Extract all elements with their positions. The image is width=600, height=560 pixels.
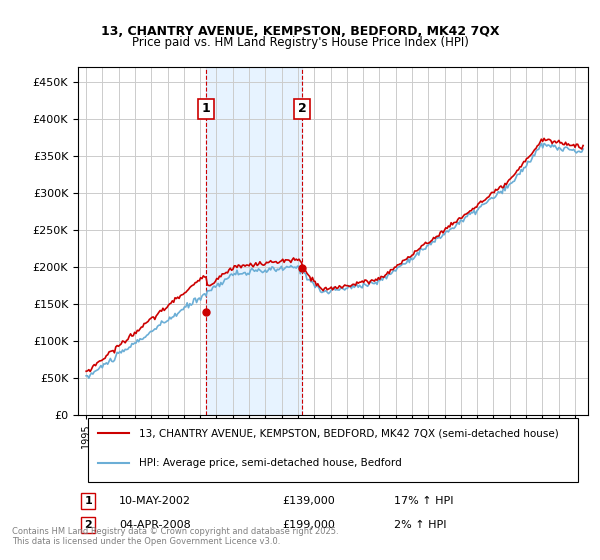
Text: Price paid vs. HM Land Registry's House Price Index (HPI): Price paid vs. HM Land Registry's House … [131,36,469,49]
Text: 2: 2 [298,102,307,115]
Text: 17% ↑ HPI: 17% ↑ HPI [394,496,454,506]
Text: 2% ↑ HPI: 2% ↑ HPI [394,520,446,530]
Text: £199,000: £199,000 [282,520,335,530]
FancyBboxPatch shape [88,418,578,482]
Text: 04-APR-2008: 04-APR-2008 [119,520,191,530]
Text: 13, CHANTRY AVENUE, KEMPSTON, BEDFORD, MK42 7QX (semi-detached house): 13, CHANTRY AVENUE, KEMPSTON, BEDFORD, M… [139,428,559,438]
Text: 10-MAY-2002: 10-MAY-2002 [119,496,191,506]
Bar [206,67,302,415]
Text: £139,000: £139,000 [282,496,335,506]
Text: 1: 1 [85,496,92,506]
Text: 1: 1 [202,102,211,115]
Text: Contains HM Land Registry data © Crown copyright and database right 2025.
This d: Contains HM Land Registry data © Crown c… [12,526,338,546]
Text: 2: 2 [85,520,92,530]
Text: 13, CHANTRY AVENUE, KEMPSTON, BEDFORD, MK42 7QX: 13, CHANTRY AVENUE, KEMPSTON, BEDFORD, M… [101,25,499,38]
Text: HPI: Average price, semi-detached house, Bedford: HPI: Average price, semi-detached house,… [139,458,402,468]
